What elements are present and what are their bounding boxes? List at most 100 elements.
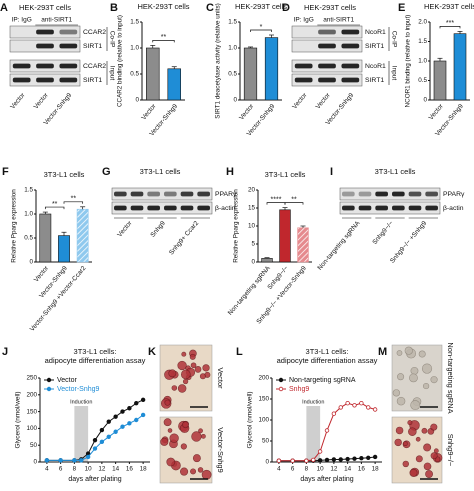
row-label: NcoR1 bbox=[365, 29, 386, 36]
cell bbox=[180, 467, 189, 476]
x-tick-label: 14 bbox=[112, 466, 120, 473]
cell bbox=[201, 433, 206, 439]
panel-letter: E bbox=[398, 2, 405, 14]
cell bbox=[164, 399, 171, 406]
group-label: Input bbox=[390, 66, 397, 81]
panel-letter: M bbox=[378, 346, 387, 358]
x-tick-label: 14 bbox=[344, 466, 352, 473]
y-axis-label: SIRT1 deacetylase activity (relative uni… bbox=[215, 3, 222, 118]
data-point bbox=[140, 397, 146, 403]
cell bbox=[197, 467, 204, 473]
legend-marker bbox=[278, 386, 284, 392]
blot-band bbox=[294, 63, 313, 69]
data-point bbox=[317, 458, 323, 463]
ip-header: anti-SIRT1 bbox=[41, 17, 72, 24]
data-point bbox=[106, 434, 111, 439]
x-axis-label: days after plating bbox=[300, 476, 353, 483]
cell bbox=[177, 360, 187, 371]
cell bbox=[430, 376, 438, 384]
panel-letter: G bbox=[102, 166, 111, 178]
blot-band bbox=[392, 205, 405, 211]
panel-letter: H bbox=[226, 166, 234, 178]
chart-title: HEK-293T cells bbox=[138, 2, 190, 11]
lane-label: Vector bbox=[9, 91, 27, 110]
blot-band bbox=[147, 205, 160, 211]
y-tick-label: 0 bbox=[233, 97, 237, 104]
bar bbox=[297, 227, 309, 263]
data-point bbox=[372, 454, 378, 460]
significance-bracket bbox=[250, 29, 272, 32]
micrograph-label: Vector-Snhg9 bbox=[216, 427, 225, 472]
induction-region bbox=[74, 406, 89, 462]
cell bbox=[430, 452, 438, 460]
row-label: SIRT1 bbox=[365, 77, 384, 84]
data-point bbox=[113, 429, 118, 434]
cell bbox=[163, 418, 172, 427]
lane-label: Snhg9+ Ccar2 bbox=[168, 220, 200, 257]
significance-label: ** bbox=[291, 196, 297, 203]
blot-band bbox=[36, 77, 54, 83]
ip-header: IP: IgG bbox=[294, 17, 314, 24]
cell bbox=[407, 420, 413, 426]
y-tick-label: 1.5 bbox=[24, 187, 33, 194]
chart-title: 3T3-L1 cells: bbox=[306, 347, 349, 356]
panel-letter: A bbox=[0, 2, 8, 14]
y-tick-label: 0 bbox=[251, 259, 255, 266]
y-tick-label: 1.0 bbox=[418, 58, 427, 65]
cell bbox=[423, 462, 432, 471]
blot-strip bbox=[111, 187, 213, 201]
y-tick-label: 1.5 bbox=[130, 19, 139, 26]
data-point bbox=[92, 446, 98, 451]
chart-subtitle: adipocyte differentiation assay bbox=[277, 356, 378, 365]
cell bbox=[408, 427, 417, 436]
significance-label: ** bbox=[71, 196, 77, 203]
legend-label: Vector-Snhg9 bbox=[57, 386, 100, 393]
y-tick-label: 150 bbox=[26, 408, 37, 415]
cell bbox=[396, 396, 406, 406]
y-axis-label: CCAR2 binding (relative to input) bbox=[117, 15, 124, 107]
blot-band bbox=[36, 63, 54, 69]
bar bbox=[58, 235, 70, 263]
blot-band bbox=[318, 63, 336, 69]
y-tick-label: 10 bbox=[248, 223, 256, 230]
y-tick-label: 2.0 bbox=[418, 19, 427, 26]
bar bbox=[243, 47, 258, 101]
blot-band bbox=[375, 191, 388, 197]
chart-title: 3T3-L1 cells: bbox=[74, 347, 117, 356]
x-tick-label: 16 bbox=[126, 466, 134, 473]
cell bbox=[192, 454, 201, 463]
x-tick-label: 16 bbox=[358, 466, 366, 473]
y-axis-label: Glycerol (nmol/well) bbox=[15, 391, 22, 448]
blot-band bbox=[318, 43, 336, 49]
micrograph-label: Snhg9−/− bbox=[446, 434, 455, 467]
y-tick-label: 200 bbox=[26, 391, 37, 398]
data-point bbox=[366, 405, 371, 410]
significance-bracket bbox=[44, 206, 65, 210]
data-point bbox=[127, 406, 132, 411]
blot-band bbox=[341, 63, 360, 69]
data-point bbox=[99, 427, 105, 433]
y-tick-label: 20 bbox=[248, 187, 256, 194]
cell bbox=[409, 468, 418, 477]
cell bbox=[166, 457, 176, 467]
significance-label: ** bbox=[161, 34, 167, 41]
y-tick-label: 100 bbox=[26, 425, 37, 432]
blot-band bbox=[130, 191, 144, 197]
data-point bbox=[331, 457, 337, 462]
lane-label: Snhg9−/− bbox=[371, 220, 395, 246]
significance-bracket bbox=[152, 40, 175, 43]
x-tick-label: 4 bbox=[277, 466, 281, 473]
y-tick-label: 0 bbox=[265, 459, 269, 466]
lane-label: Vector bbox=[116, 219, 134, 238]
cell bbox=[181, 351, 187, 357]
blot-strip bbox=[339, 201, 441, 215]
x-tick-label: Vector bbox=[140, 102, 158, 121]
significance-bracket bbox=[284, 202, 304, 205]
row-label: β-actin bbox=[443, 205, 464, 212]
significance-label: *** bbox=[446, 20, 454, 27]
panel-letter: I bbox=[330, 166, 333, 178]
data-point bbox=[134, 401, 139, 406]
y-tick-label: 0 bbox=[33, 459, 37, 466]
data-point bbox=[338, 405, 343, 410]
